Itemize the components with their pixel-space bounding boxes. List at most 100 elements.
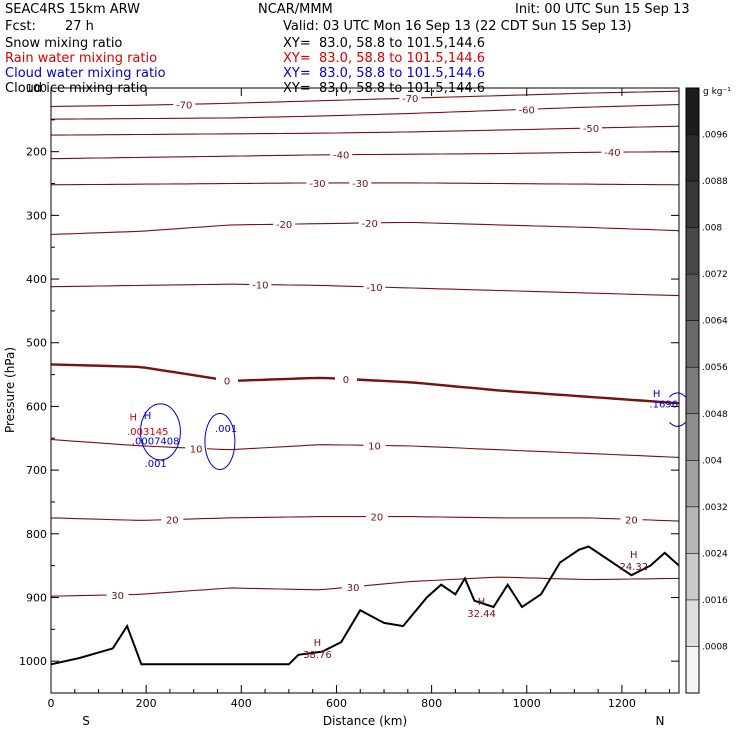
contour-label-bg [579,122,602,134]
temperature-contours: -70-70-60-50-40 -40-30 -30-20 -20-10 -100 010… [50,90,680,602]
contour-line [50,221,680,236]
contour-line [50,151,680,160]
colorbar-tick-label: .0088 [702,177,728,187]
cloud-water-max: .0007408 [132,437,180,448]
max-marker-h: H [314,638,322,649]
forecast-label: Fcst: [5,19,36,34]
colorbar-swatch [686,134,699,182]
contour-label: -10 [252,281,268,292]
colorbar-tick-label: .0008 [702,642,728,652]
x-tick-label: 600 [326,697,347,710]
y-tick-label: 1000 [19,655,47,668]
contour-line [50,516,680,522]
y-axis-label: Pressure (hPa) [3,347,17,433]
colorbar-tick-label: .0016 [702,596,728,606]
contour-label-bg [249,278,272,290]
colorbar-swatch [686,553,699,600]
contour-label: -20 [362,219,378,230]
y-tick-label: 600 [26,400,47,413]
cloud-water-max-right: .1696 [649,400,678,411]
contour-label: 30 [111,591,124,602]
cloud-water-contour-label: .001 [145,459,167,470]
valid-time: Valid: 03 UTC Mon 16 Sep 13 (22 CDT Sun … [283,19,632,34]
colorbar: .0096 .0088 .008 .0072 .0064 .0056 .0048 .004 .0… [685,87,728,694]
colorbar-swatch [686,181,699,228]
colorbar-tick-label: .004 [702,456,722,466]
colorbar-tick-label: .0056 [702,363,728,373]
contour-label-bg [363,280,386,292]
field-name-cloud-water: Cloud water mixing ratio [5,66,166,81]
contour-label: -70 [176,100,192,111]
contour-label: -60 [519,105,535,116]
y-tick-label: 800 [26,528,47,541]
field-xy-snow: XY= 83.0, 58.8 to 101.5,144.6 [283,36,486,51]
contour-line [50,283,680,297]
organization: NCAR/MMM [258,2,333,17]
colorbar-unit: g kg⁻¹ [703,87,731,97]
colorbar-frame [685,87,700,694]
terrain-outline [50,545,680,666]
x-tick-label: 1000 [513,697,541,710]
contour-label-bg [363,439,386,451]
forecast-hours: 27 h [65,19,94,34]
colorbar-swatch [686,227,699,275]
contour-label-bg [342,580,365,592]
x-tick-label: 400 [231,697,252,710]
contour-label-bg [349,176,372,188]
field-xy-cloud-water: XY= 83.0, 58.8 to 101.5,144.6 [283,66,486,81]
contour-label-bg [106,588,129,600]
field-name-snow: Snow mixing ratio [5,36,123,51]
y-tick-label: 900 [26,591,47,604]
contour-label-bg [515,103,538,115]
colorbar-tick-label: .0048 [702,410,728,420]
max-marker-h: H [478,597,486,608]
terrain-line [50,545,680,666]
cloud-water-contour-label: .001 [215,424,237,435]
contour-line [50,576,680,597]
max-marker-value: 24.32 [619,562,648,573]
x-tick-label: 800 [421,697,442,710]
colorbar-swatch [686,646,699,693]
contour-line [51,125,680,136]
y-tick-label: 300 [26,209,47,222]
colorbar-tick-label: .0032 [702,503,728,513]
contour-label-bg [358,216,381,228]
contour-label-bg [185,442,208,454]
colorbar-tick-label: .0024 [702,549,728,559]
colorbar-tick-label: .008 [702,224,722,234]
x-axis-label: Distance (km) [323,714,407,728]
contour-label: 0 [224,376,230,387]
colorbar-swatch [686,367,699,414]
x-tick-label: 200 [136,697,157,710]
contour-label: -10 [366,283,382,294]
colorbar-tick-label: .0096 [702,131,728,141]
contour-label-bg [365,510,388,522]
contour-label: 30 [347,583,360,594]
rain-water-h: H [130,412,138,423]
contour-label: 20 [166,516,179,527]
contour-label-bg [334,373,357,385]
plot-frame [50,87,680,694]
contour-label: 10 [190,444,203,455]
contour-label: -20 [276,220,292,231]
max-marker-value: 38.76 [303,650,332,661]
cloud-water-contour [139,403,181,461]
cloud-water-h-right: H [653,389,661,400]
init-time: Init: 00 UTC Sun 15 Sep 13 [515,2,690,17]
y-tick-label: 500 [26,337,47,350]
contour-label: -40 [333,151,349,162]
contour-label: -40 [604,148,620,159]
contour-label-bg [173,98,196,110]
x-tick-label: 1200 [608,697,636,710]
cloud-water-contour-right [669,392,686,427]
contour-label-bg [601,146,624,158]
contour-label: 20 [625,515,638,526]
colorbar-tick-label: .0072 [702,270,728,280]
contour-label: 10 [368,441,381,452]
model-name: SEAC4RS 15km ARW [5,2,141,17]
max-marker-h: H [630,550,638,561]
field-xy-cloud-ice: XY= 83.0, 58.8 to 101.5,144.6 [283,81,486,96]
max-marker-value: 32.44 [467,609,496,620]
